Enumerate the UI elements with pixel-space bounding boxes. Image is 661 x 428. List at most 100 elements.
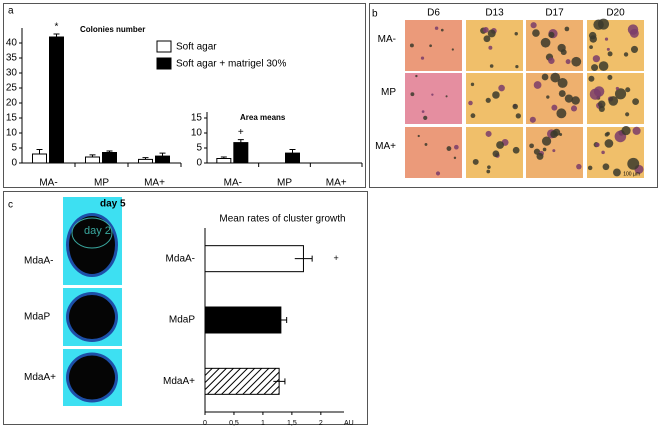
x-tick-label: MP — [277, 178, 292, 189]
colony — [421, 110, 425, 113]
colony — [564, 26, 570, 32]
error-bar — [159, 152, 166, 157]
error-bar — [294, 255, 313, 262]
chart-title: Mean rates of cluster growth — [219, 214, 345, 225]
x-tick-label: 1,5 — [287, 420, 297, 427]
error-bar — [89, 154, 96, 157]
colony — [589, 35, 597, 43]
error-bar — [275, 317, 288, 323]
x-tick-label: MA- — [39, 178, 57, 189]
colony — [598, 100, 606, 108]
x-tick-label: 0 — [203, 420, 207, 427]
colony — [632, 126, 641, 135]
chart-title: Area means — [240, 113, 286, 122]
colony — [564, 94, 574, 103]
y-tick-label: 40 — [6, 38, 18, 49]
colony — [529, 116, 536, 123]
colony — [546, 95, 550, 99]
colony — [529, 143, 534, 149]
y-tick-label: 35 — [6, 53, 18, 64]
panel-frame — [3, 3, 366, 188]
micrograph — [466, 73, 523, 124]
panel-label: c — [8, 200, 13, 211]
colony — [424, 143, 428, 146]
y-tick-label: 5 — [11, 143, 17, 154]
colony — [541, 73, 549, 81]
colony — [550, 130, 558, 139]
y-tick-label: 10 — [6, 128, 18, 139]
colony — [598, 61, 609, 71]
colony — [533, 81, 542, 89]
colony — [627, 157, 640, 170]
colony — [595, 142, 600, 147]
colony — [614, 88, 627, 100]
colony — [627, 24, 639, 35]
panel-frame — [3, 191, 368, 425]
colony — [485, 97, 491, 103]
colony — [604, 132, 609, 137]
chart-title: Colonies number — [80, 25, 145, 34]
colony — [557, 77, 568, 88]
colony — [557, 43, 566, 53]
colony — [489, 64, 494, 68]
colony — [470, 113, 476, 119]
cluster — [69, 295, 115, 339]
colony — [453, 156, 457, 160]
colony — [498, 84, 505, 92]
colony — [483, 35, 491, 43]
error-bar — [53, 33, 60, 37]
colony — [512, 103, 518, 110]
micrograph — [466, 20, 523, 71]
row-label: MdaA+ — [24, 372, 56, 383]
legend-swatch — [156, 57, 172, 70]
error-bar — [237, 139, 244, 143]
colony — [434, 26, 439, 30]
y-tick-label: 25 — [6, 83, 18, 94]
bar — [233, 142, 249, 164]
colony — [487, 165, 491, 169]
x-tick-label: MA+ — [144, 178, 165, 189]
bar — [216, 158, 232, 164]
row-label: MdaP — [24, 312, 50, 323]
colony — [485, 130, 492, 137]
colony — [451, 48, 454, 51]
y-tick-label: 30 — [6, 68, 18, 79]
annotation: + — [334, 253, 339, 263]
y-tick-label: 0 — [11, 158, 17, 169]
x-tick-label: MA+ — [326, 178, 347, 189]
colony — [604, 139, 614, 148]
colony — [589, 45, 593, 50]
bar — [155, 155, 170, 164]
colony — [420, 56, 425, 60]
bar — [102, 152, 117, 164]
colony — [606, 47, 610, 51]
bar — [204, 306, 282, 334]
colony — [482, 27, 489, 33]
colony — [415, 74, 418, 78]
colony — [423, 115, 428, 120]
colony — [550, 72, 561, 83]
colony — [576, 163, 582, 170]
micrograph — [405, 127, 462, 178]
colony — [588, 75, 595, 82]
colony — [632, 98, 639, 105]
colony — [593, 19, 604, 30]
error-bar — [220, 156, 227, 159]
colony — [607, 74, 613, 80]
annotation: * — [55, 22, 59, 33]
bar — [285, 152, 300, 164]
colony — [608, 96, 619, 106]
colony — [515, 113, 521, 119]
y-tick-label: 15 — [6, 113, 18, 124]
y-tick-label: 20 — [6, 98, 18, 109]
colony — [630, 45, 639, 53]
micrograph — [405, 20, 462, 71]
colony — [515, 65, 519, 69]
bar — [138, 158, 153, 164]
panel-label: a — [8, 6, 14, 17]
y-tick-label: 15 — [191, 113, 203, 124]
colony — [559, 132, 563, 136]
legend-swatch — [156, 40, 172, 53]
y-tick-label: 5 — [196, 143, 202, 154]
